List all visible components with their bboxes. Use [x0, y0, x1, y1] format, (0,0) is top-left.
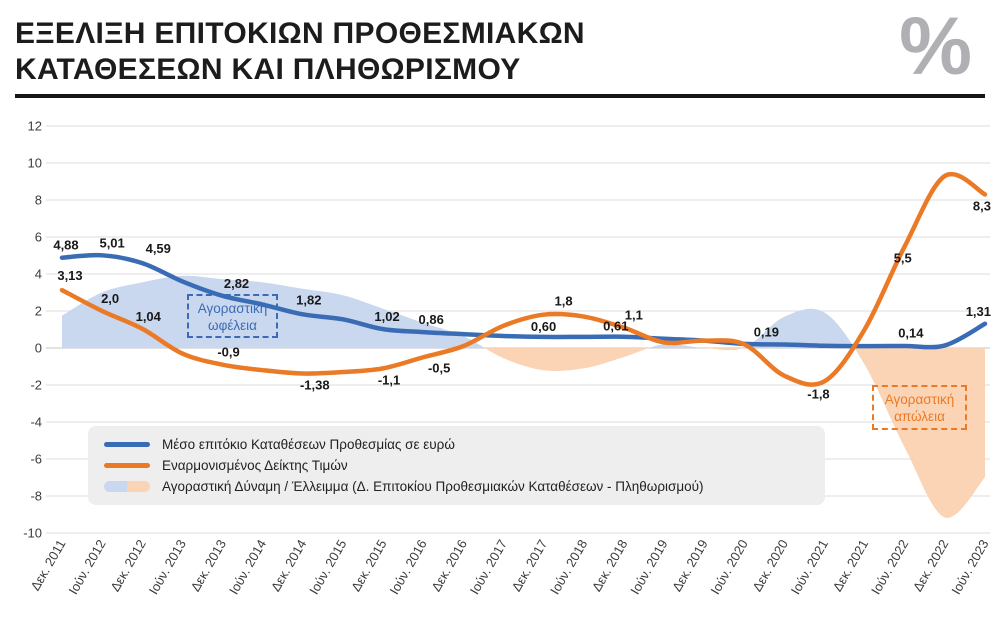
percent-icon: % — [899, 1, 972, 92]
legend-label-inflation: Εναρμονισμένος Δείκτης Τιμών — [162, 458, 348, 473]
x-axis-tick-label: Ιούν. 2020 — [708, 537, 751, 597]
y-axis-tick-label: 10 — [28, 156, 42, 171]
data-label: 0,19 — [754, 324, 779, 339]
x-axis-tick-label: Ιούν. 2016 — [386, 537, 429, 597]
y-axis-tick-label: 12 — [28, 119, 42, 134]
x-axis-tick-label: Δεκ. 2016 — [428, 537, 470, 594]
data-label: 5,01 — [99, 235, 124, 250]
page-title: ΕΞΕΛΙΞΗ ΕΠΙΤΟΚΙΩΝ ΠΡΟΘΕΣΜΙΑΚΩΝ ΚΑΤΑΘΕΣΕΩ… — [15, 16, 585, 88]
x-axis-tick-label: Δεκ. 2017 — [509, 537, 551, 594]
y-axis-tick-label: -2 — [30, 378, 42, 393]
legend-row-deposit-rate: Μέσο επιτόκιο Καταθέσεων Προθεσμίας σε ε… — [104, 437, 809, 452]
y-axis-tick-label: -10 — [23, 526, 42, 541]
data-label: 3,13 — [57, 268, 82, 283]
data-label: 0,86 — [419, 312, 444, 327]
annotation-loss-line-2: απώλεια — [894, 409, 945, 424]
purchasing-power-area-swatch-icon — [104, 481, 150, 492]
purchasing-loss-area — [62, 348, 985, 518]
x-axis-tick-label: Ιούν. 2017 — [467, 537, 510, 597]
data-label: 1,04 — [136, 309, 162, 324]
x-axis-tick-label: Δεκ. 2022 — [910, 537, 952, 594]
x-axis-tick-label: Δεκ. 2019 — [669, 537, 711, 594]
x-axis-tick-label: Ιούν. 2013 — [146, 537, 189, 597]
y-axis-tick-label: 0 — [35, 341, 42, 356]
data-label: 4,59 — [146, 241, 171, 256]
y-axis-tick-label: -4 — [30, 415, 42, 430]
title-line-2: ΚΑΤΑΘΕΣΕΩΝ ΚΑΙ ΠΛΗΘΩΡΙΣΜΟΥ — [15, 53, 521, 86]
data-label: -0,9 — [217, 345, 239, 360]
y-axis-tick-label: -6 — [30, 452, 42, 467]
legend: Μέσο επιτόκιο Καταθέσεων Προθεσμίας σε ε… — [88, 426, 825, 505]
inflation-line-swatch-icon — [104, 463, 150, 468]
y-axis-tick-label: 8 — [35, 193, 42, 208]
x-axis-tick-label: Ιούν. 2018 — [547, 537, 590, 597]
y-axis-tick-label: -8 — [30, 489, 42, 504]
data-label: -0,5 — [428, 360, 450, 375]
y-axis-tick-label: 2 — [35, 304, 42, 319]
x-axis-tick-label: Ιούν. 2012 — [65, 537, 108, 597]
x-axis-tick-label: Ιούν. 2023 — [948, 537, 991, 597]
data-label: 1,31 — [966, 304, 991, 319]
x-axis-tick-label: Δεκ. 2021 — [830, 537, 872, 594]
purchasing-benefit-area — [62, 275, 985, 348]
legend-row-inflation: Εναρμονισμένος Δείκτης Τιμών — [104, 458, 809, 473]
data-label: -1,1 — [378, 372, 400, 387]
x-axis-tick-label: Δεκ. 2015 — [348, 537, 390, 594]
data-label: 5,5 — [894, 250, 912, 265]
x-axis-tick-label: Ιούν. 2022 — [868, 537, 911, 597]
inflation-line — [59, 171, 988, 387]
data-label: 4,88 — [53, 238, 78, 253]
data-label: 2,0 — [101, 291, 119, 306]
title-divider — [15, 94, 985, 98]
data-label: 8,3 — [973, 198, 991, 213]
data-label: 1,8 — [555, 294, 573, 309]
data-label: 0,60 — [531, 319, 556, 334]
annotation-benefit-line-2: ωφέλεια — [208, 318, 257, 333]
annotation-benefit-line-1: Αγοραστική — [197, 301, 268, 316]
x-axis-tick-label: Ιούν. 2019 — [627, 537, 670, 597]
x-axis-tick-label: Ιούν. 2015 — [306, 537, 349, 597]
y-axis-tick-label: 6 — [35, 230, 42, 245]
data-label: 1,82 — [296, 292, 321, 307]
data-label: 1,1 — [625, 308, 643, 323]
data-label: 0,14 — [898, 325, 924, 340]
data-label: 1,02 — [374, 309, 399, 324]
x-axis-tick-label: Δεκ. 2012 — [107, 537, 149, 594]
x-axis-tick-label: Δεκ. 2018 — [589, 537, 631, 594]
x-axis-tick-label: Δεκ. 2011 — [28, 537, 69, 593]
annotation-purchasing-benefit: Αγοραστική ωφέλεια — [187, 294, 278, 338]
annotation-loss-line-1: Αγοραστική — [884, 392, 955, 407]
title-line-1: ΕΞΕΛΙΞΗ ΕΠΙΤΟΚΙΩΝ ΠΡΟΘΕΣΜΙΑΚΩΝ — [15, 17, 585, 50]
legend-row-purchasing-power: Αγοραστική Δύναμη / Έλλειμμα (Δ. Επιτοκί… — [104, 479, 809, 494]
legend-label-deposit-rate: Μέσο επιτόκιο Καταθέσεων Προθεσμίας σε ε… — [162, 437, 455, 452]
annotation-purchasing-loss: Αγοραστική απώλεια — [872, 385, 967, 430]
legend-label-purchasing-power: Αγοραστική Δύναμη / Έλλειμμα (Δ. Επιτοκί… — [162, 479, 704, 494]
data-label: 2,82 — [224, 276, 249, 291]
x-axis-tick-label: Δεκ. 2013 — [188, 537, 230, 594]
x-axis-tick-label: Ιούν. 2021 — [788, 537, 831, 597]
y-axis-tick-label: 4 — [35, 267, 42, 282]
data-label: -1,38 — [300, 378, 330, 393]
x-axis-tick-label: Ιούν. 2014 — [226, 537, 269, 597]
data-label: 0,61 — [603, 319, 628, 334]
x-axis-tick-label: Δεκ. 2014 — [268, 537, 310, 594]
x-axis-tick-label: Δεκ. 2020 — [749, 537, 791, 594]
chart-area: 12 10 8 6 4 2 0 -2 -4 -6 -8 -10 Δεκ. 2011 Ιούν. 2012 Δ… — [0, 117, 1000, 637]
deposit-rate-line-swatch-icon — [104, 442, 150, 447]
data-label: -1,8 — [807, 386, 829, 401]
